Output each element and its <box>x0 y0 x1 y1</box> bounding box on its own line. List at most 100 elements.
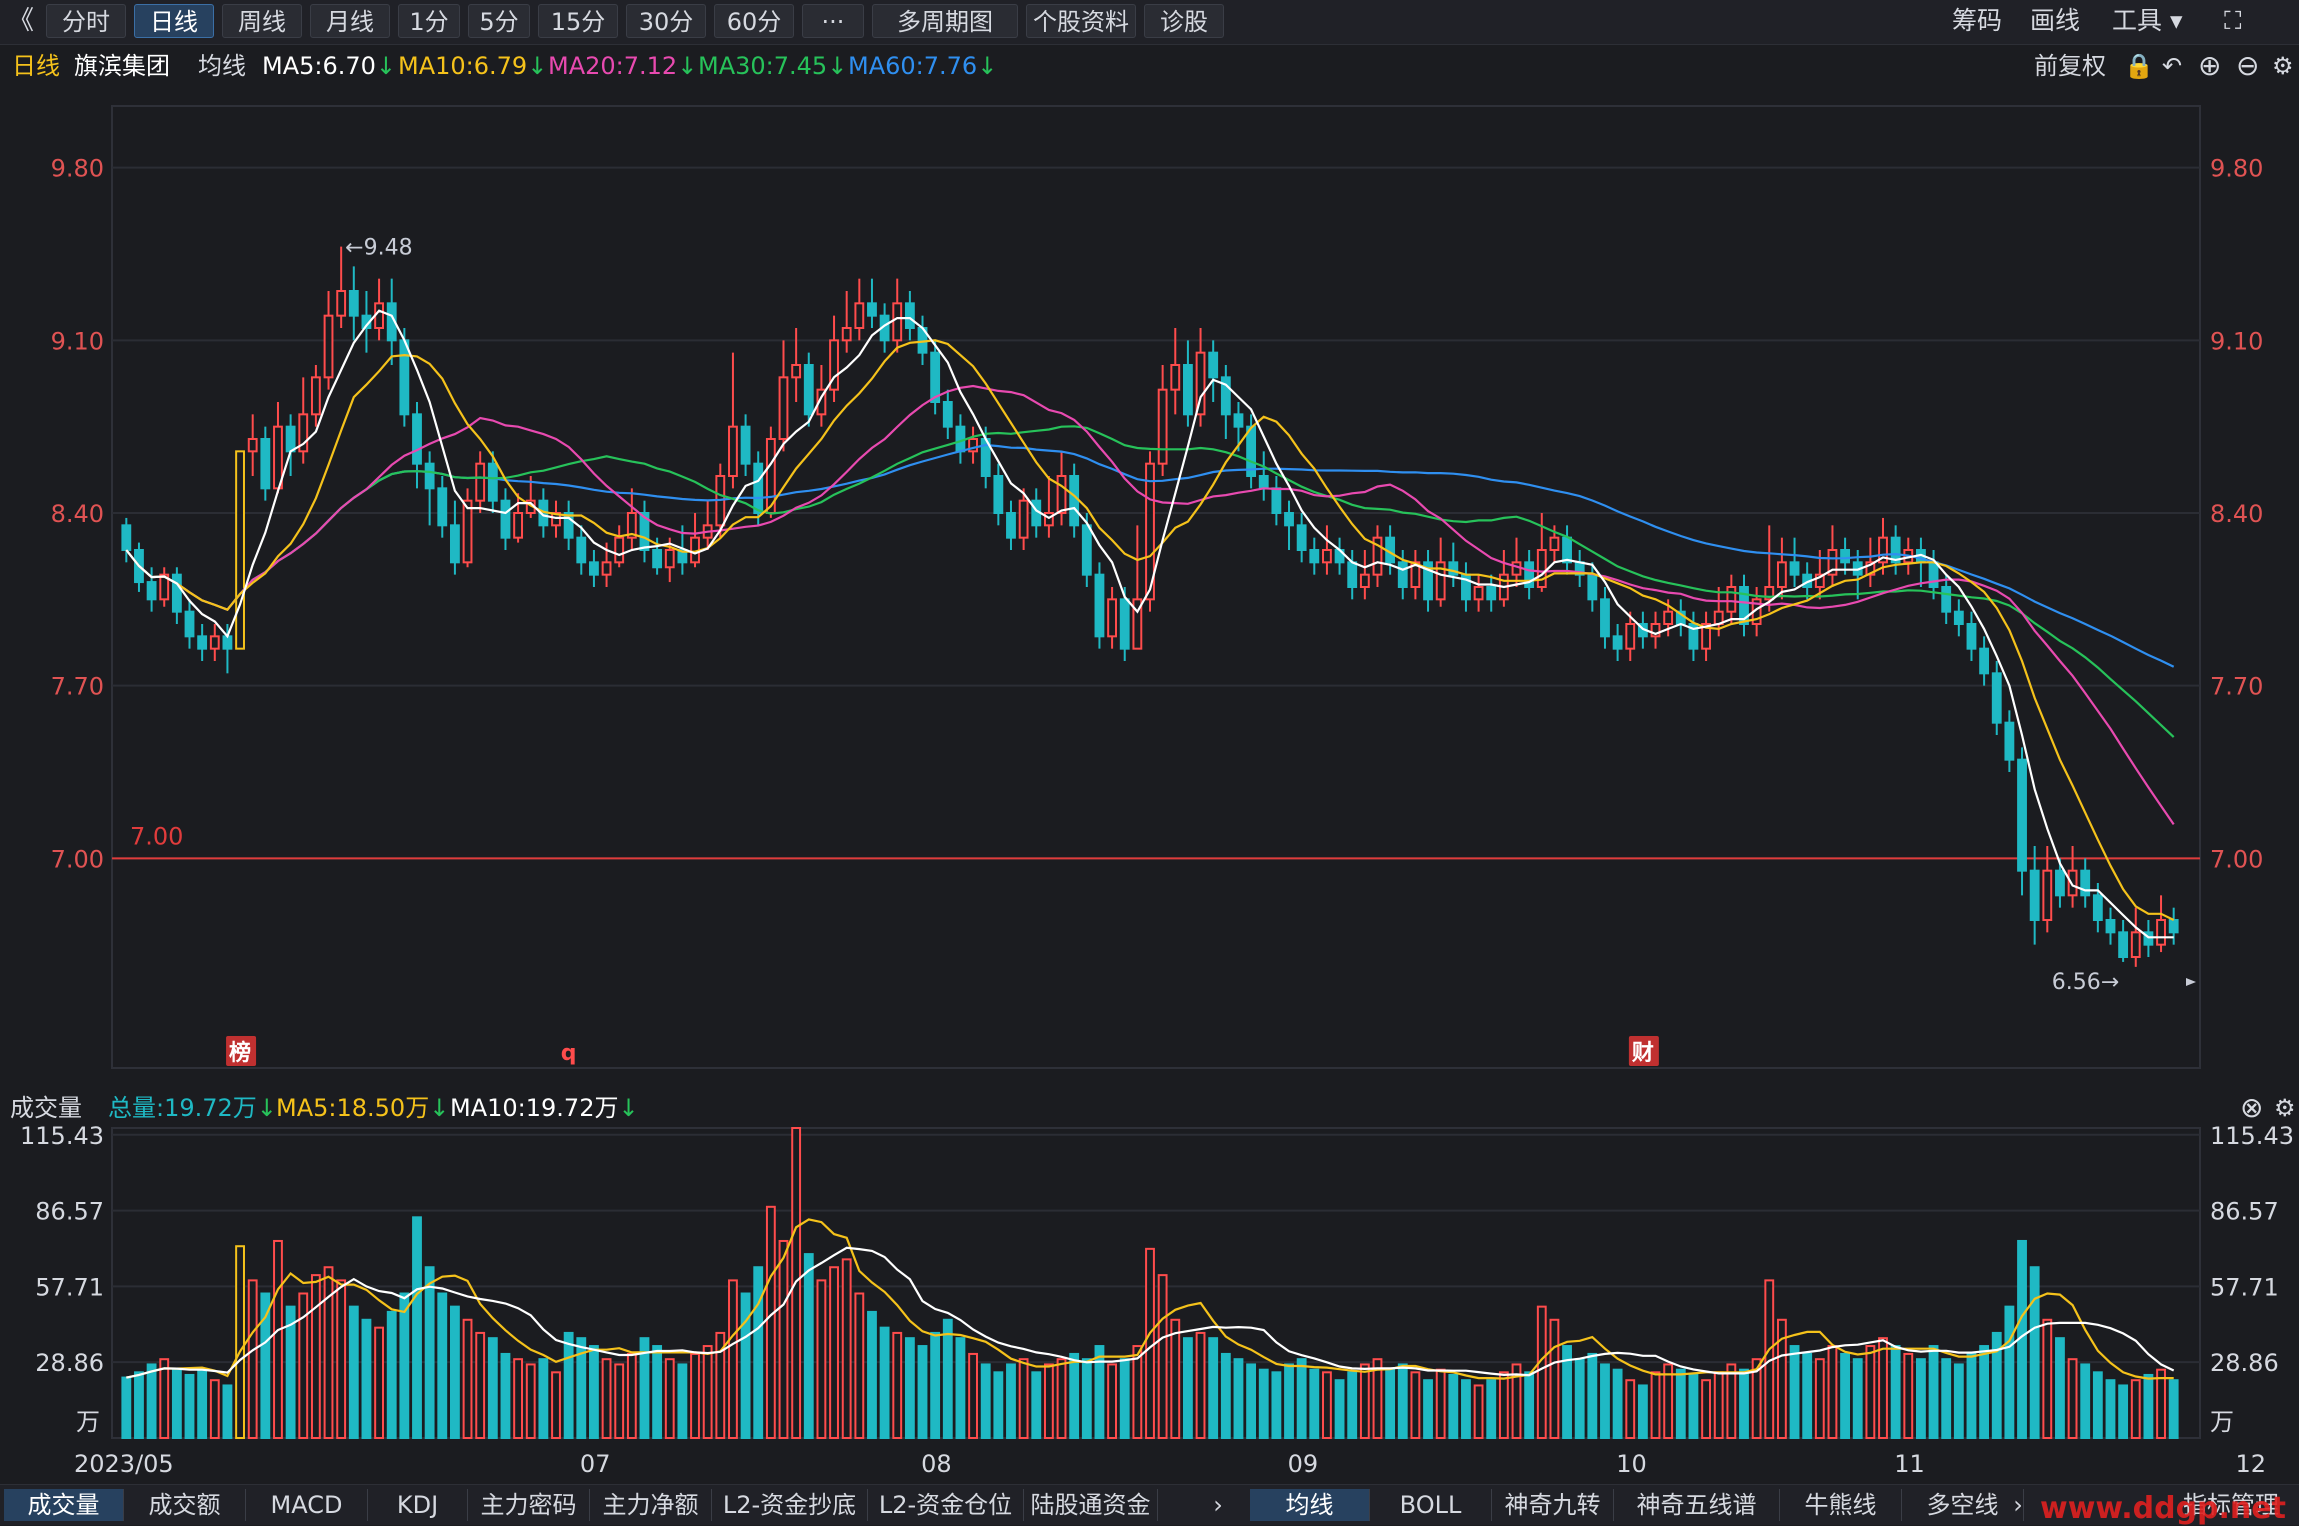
volume-ma5: MA5:18.50万↓ <box>276 1094 450 1122</box>
volume-bar <box>829 1266 839 1440</box>
volume-bar <box>1271 1371 1282 1439</box>
indicator-tab-0[interactable]: 成交量 <box>4 1489 124 1521</box>
volume-bar <box>298 1292 309 1439</box>
candle <box>677 549 688 564</box>
tab-6[interactable]: 15分 <box>538 4 618 38</box>
indicator-manage-button[interactable]: 指标管理 <box>2183 1491 2279 1519</box>
candle <box>2156 919 2166 946</box>
tab-7[interactable]: 30分 <box>626 4 706 38</box>
tab-0[interactable]: 分时 <box>46 4 126 38</box>
volume-bar <box>1473 1384 1484 1440</box>
overlay-tab-2[interactable]: 神奇九转 <box>1492 1489 1614 1521</box>
volume-bar <box>336 1279 347 1440</box>
volume-bar <box>412 1216 422 1439</box>
zoom-in-icon[interactable]: ⊕ <box>2198 49 2222 82</box>
candle <box>247 438 258 453</box>
candle <box>285 425 296 453</box>
tools-button[interactable]: 工具 ▾ <box>2112 4 2183 38</box>
price-tick-left: 9.10 <box>51 327 104 355</box>
event-marker: 财 <box>1632 1041 1654 1066</box>
more-right-tabs-icon[interactable]: › <box>2013 1491 2023 1519</box>
avg-line-label[interactable]: 均线 <box>198 52 246 80</box>
support-line-label: 7.00 <box>130 822 183 850</box>
volume-bar <box>310 1274 321 1440</box>
top-toolbar: 《 分时 日线 周线 月线 1分 5分 15分 30分 60分 ··· 多周期图 个股资料 诊股 筹码 … <box>0 0 2299 45</box>
candle <box>2042 869 2053 922</box>
tab-9[interactable]: ··· <box>802 4 864 38</box>
close-icon[interactable]: ⊗ <box>2240 1091 2264 1124</box>
candle <box>1347 561 1358 588</box>
candle <box>260 438 271 490</box>
indicator-tab-8[interactable]: 陆股通资金 <box>1024 1489 1158 1521</box>
chips-button[interactable]: 筹码 <box>1952 6 2003 35</box>
tab-1[interactable]: 日线 <box>134 4 214 38</box>
tab-3[interactable]: 月线 <box>310 4 390 38</box>
candle <box>1663 610 1674 626</box>
undo-icon[interactable]: ↶ <box>2162 52 2183 80</box>
tab-2[interactable]: 周线 <box>222 4 302 38</box>
indicator-tab-1[interactable]: 成交额 <box>124 1489 246 1521</box>
overlay-tab-5[interactable]: 多空线 <box>1902 1489 2024 1521</box>
volume-bar <box>2168 1379 2179 1439</box>
tab-12[interactable]: 诊股 <box>1144 4 1224 38</box>
overlay-tab-4[interactable]: 牛熊线 <box>1780 1489 1902 1521</box>
candle <box>1069 475 1080 527</box>
volume-bar <box>917 1345 928 1440</box>
candle <box>1726 586 1737 613</box>
volume-bar <box>2029 1266 2040 1440</box>
volume-bar <box>2042 1318 2053 1439</box>
indicator-tab-6[interactable]: L2-资金抄底 <box>712 1489 868 1521</box>
candle <box>1258 475 1269 490</box>
price-pane-frame <box>111 105 2201 1069</box>
volume-bar <box>1739 1368 1749 1440</box>
indicator-tab-7[interactable]: L2-资金仓位 <box>868 1489 1024 1521</box>
candle <box>930 351 941 403</box>
volume-bar <box>2004 1305 2015 1439</box>
overlay-tab-0[interactable]: 均线 <box>1250 1489 1370 1521</box>
volume-bar <box>1132 1345 1143 1440</box>
indicator-tab-4[interactable]: 主力密码 <box>468 1489 590 1521</box>
draw-button[interactable]: 画线 <box>2030 6 2081 35</box>
volume-bar <box>1296 1358 1307 1439</box>
kline-chart[interactable]: 9.80 9.80 9.10 9.10 8.40 8.40 7.70 7.70 7.00 7.00… <box>0 0 2299 1484</box>
stock-name[interactable]: 旗滨集团 <box>74 52 170 80</box>
tab-10[interactable]: 多周期图 <box>872 4 1018 38</box>
volume-tick-right: 57.71 <box>2210 1273 2279 1301</box>
candle <box>1081 524 1092 576</box>
volume-bar <box>1498 1371 1509 1439</box>
candle <box>2029 869 2040 922</box>
back-icon[interactable]: 《 <box>8 6 35 36</box>
zoom-out-icon[interactable]: ⊖ <box>2236 49 2260 82</box>
tab-4[interactable]: 1分 <box>398 4 460 38</box>
volume-bar <box>1094 1345 1105 1440</box>
volume-bar <box>1865 1345 1876 1440</box>
volume-bar <box>778 1239 789 1439</box>
volume-bar <box>1814 1358 1825 1439</box>
overlay-tab-1[interactable]: BOLL <box>1370 1489 1492 1521</box>
fullscreen-icon[interactable]: ⛶ <box>2224 6 2242 35</box>
volume-bar <box>1284 1363 1294 1439</box>
overlay-tab-3[interactable]: 神奇五线谱 <box>1614 1489 1780 1521</box>
tab-8[interactable]: 60分 <box>714 4 794 38</box>
more-left-tabs-icon[interactable]: › <box>1213 1491 1223 1519</box>
indicator-tab-5[interactable]: 主力净额 <box>590 1489 712 1521</box>
tab-5[interactable]: 5分 <box>468 4 530 38</box>
candle <box>146 581 157 601</box>
volume-bar <box>993 1371 1004 1439</box>
candle <box>829 339 839 391</box>
volume-bar <box>1397 1363 1408 1439</box>
tab-11[interactable]: 个股资料 <box>1026 4 1136 38</box>
indicator-tab-3[interactable]: KDJ <box>368 1489 468 1521</box>
indicator-tab-2[interactable]: MACD <box>246 1489 368 1521</box>
volume-bar <box>134 1371 144 1439</box>
ma30-line <box>125 425 2175 738</box>
price-tick-right: 8.40 <box>2210 500 2263 528</box>
volume-unit-right: 万 <box>2210 1408 2234 1436</box>
settings-icon[interactable]: ⚙ <box>2272 52 2294 80</box>
candle <box>1764 586 1775 601</box>
volume-bar <box>273 1239 283 1439</box>
volume-settings-icon[interactable]: ⚙ <box>2274 1094 2296 1122</box>
volume-bar <box>942 1318 953 1439</box>
adjust-label[interactable]: 前复权 <box>2034 52 2106 80</box>
lock-icon[interactable]: 🔒 <box>2124 52 2154 80</box>
